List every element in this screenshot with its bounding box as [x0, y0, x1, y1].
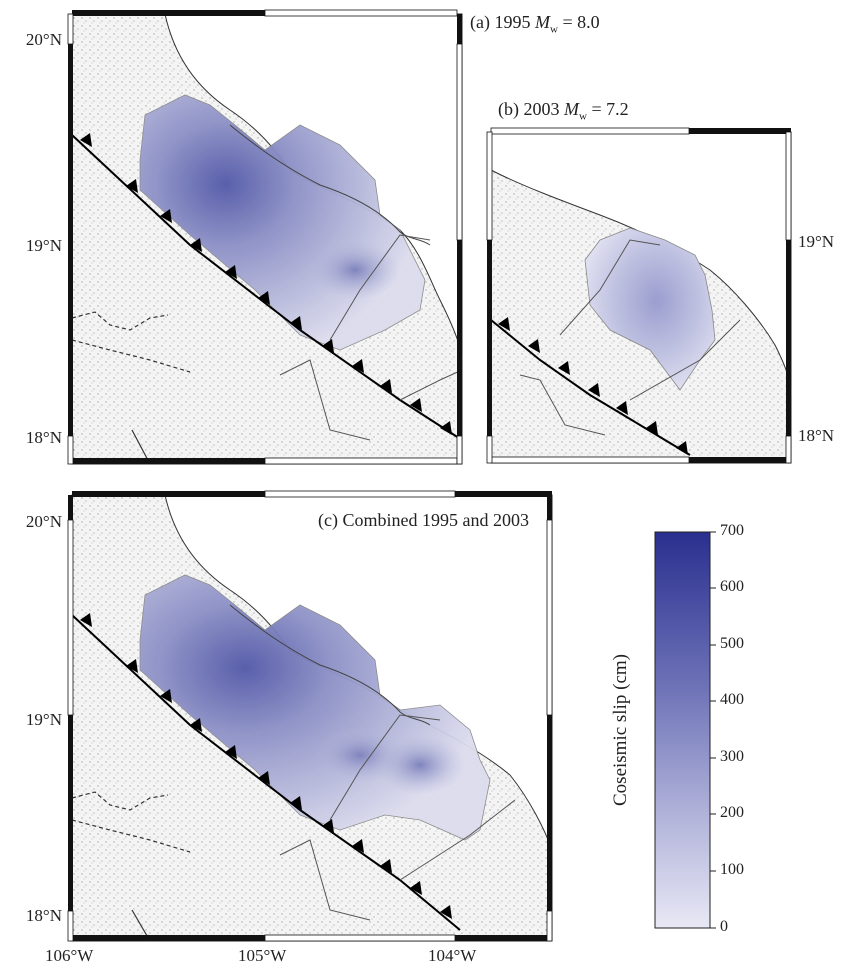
colorbar-tick-500: 500 — [720, 635, 744, 652]
colorbar-tick-700: 700 — [720, 522, 744, 539]
panel-c-title: (c) Combined 1995 and 2003 — [318, 510, 529, 530]
lat-label-b-18n: 18°N — [798, 426, 835, 445]
panel-a-map — [67, 9, 463, 465]
lat-label-a-19n: 19°N — [25, 236, 62, 255]
colorbar — [654, 531, 716, 929]
colorbar-tick-0: 0 — [720, 918, 728, 935]
lon-label-104w: 104°W — [428, 946, 477, 965]
panel-c-map — [67, 490, 553, 942]
lon-label-105w: 105°W — [238, 946, 287, 965]
colorbar-tick-600: 600 — [720, 578, 744, 595]
panel-b-title: (b) 2003 Mw = 7.2 — [498, 99, 629, 123]
lat-label-a-20n: 20°N — [25, 30, 62, 49]
colorbar-tick-100: 100 — [720, 861, 744, 878]
colorbar-title: Coseismic slip (cm) — [610, 654, 631, 806]
lat-label-b-19n: 19°N — [798, 232, 835, 251]
lat-label-c-18n: 18°N — [25, 906, 62, 925]
lat-label-a-18n: 18°N — [25, 428, 62, 447]
lat-label-c-19n: 19°N — [25, 710, 62, 729]
panel-a-title: (a) 1995 Mw = 8.0 — [470, 12, 600, 36]
colorbar-tick-300: 300 — [720, 748, 744, 765]
panel-b-map — [486, 127, 792, 464]
colorbar-tick-400: 400 — [720, 691, 744, 708]
lat-label-c-20n: 20°N — [25, 512, 62, 531]
colorbar-tick-200: 200 — [720, 804, 744, 821]
lon-label-106w: 106°W — [45, 946, 94, 965]
